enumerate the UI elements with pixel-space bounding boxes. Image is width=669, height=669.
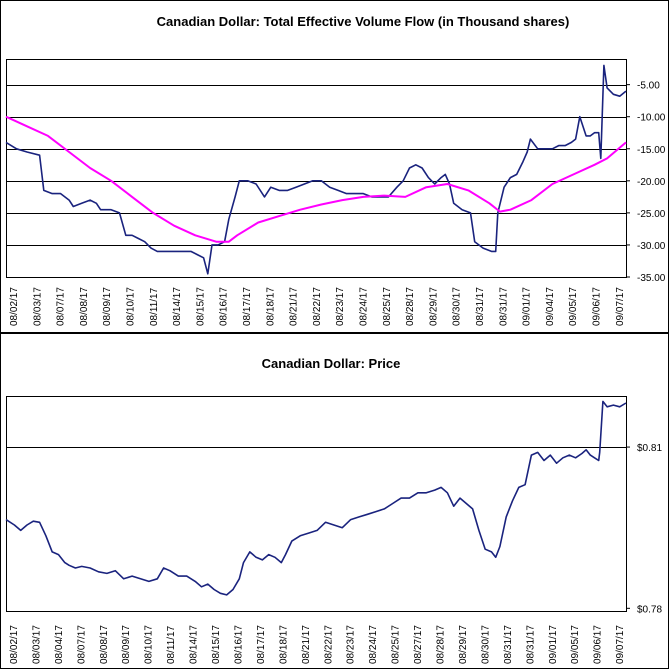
volume-flow-x-tick-label: 08/15/17 bbox=[195, 287, 206, 326]
price-x-tick-label: 08/28/17 bbox=[436, 625, 447, 664]
volume-flow-y-tick-label: -30.00 bbox=[637, 241, 666, 252]
price-x-tick-label: 08/16/17 bbox=[234, 625, 245, 664]
volume-flow-series-group bbox=[5, 64, 627, 275]
price-x-tick-label: 08/30/17 bbox=[480, 625, 491, 664]
volume-flow-x-tick-label: 08/10/17 bbox=[126, 287, 137, 326]
price-title: Canadian Dollar: Price bbox=[262, 356, 401, 371]
price-plot-area bbox=[6, 396, 627, 612]
price-x-tick-label: 08/03/17 bbox=[31, 625, 42, 664]
volume-flow-plot-area bbox=[6, 59, 627, 278]
volume-flow-y-tick-label: -15.00 bbox=[637, 145, 666, 156]
volume-flow-x-tick-label: 08/09/17 bbox=[102, 287, 113, 326]
volume-flow-x-tick-label: 08/08/17 bbox=[79, 287, 90, 326]
price-x-tick-label: 08/27/17 bbox=[413, 625, 424, 664]
volume-flow-x-tick-label: 09/04/17 bbox=[545, 287, 556, 326]
volume-flow-y-tick-label: -35.00 bbox=[637, 273, 666, 284]
volume-flow-x-tick-label: 08/11/17 bbox=[149, 287, 160, 326]
volume-flow-x-axis: 08/02/17 08/03/17 08/07/17 08/08/17 08/09/17… bbox=[9, 287, 626, 326]
volume-flow-title: Canadian Dollar: Total Effective Volume … bbox=[157, 14, 570, 29]
price-y-axis: $0.81 $0.78 bbox=[626, 443, 662, 615]
volume-flow-x-tick-label: 09/05/17 bbox=[568, 287, 579, 326]
volume-flow-x-tick-label: 08/22/17 bbox=[312, 287, 323, 326]
price-x-tick-label: 08/23/17 bbox=[346, 625, 357, 664]
price-y-tick-label: $0.78 bbox=[637, 604, 662, 615]
volume-flow-moving-average-line bbox=[5, 115, 627, 243]
price-x-tick-label: 08/04/17 bbox=[54, 625, 65, 664]
volume-flow-panel: Canadian Dollar: Total Effective Volume … bbox=[5, 14, 666, 326]
price-x-tick-label: 08/07/17 bbox=[76, 625, 87, 664]
price-x-tick-label: 08/29/17 bbox=[458, 625, 469, 664]
price-x-tick-label: 08/08/17 bbox=[99, 625, 110, 664]
volume-flow-y-tick-label: -20.00 bbox=[637, 177, 666, 188]
volume-flow-x-tick-label: 08/16/17 bbox=[219, 287, 230, 326]
volume-flow-x-tick-label: 08/31/17 bbox=[498, 287, 509, 326]
volume-flow-x-tick-label: 08/24/17 bbox=[359, 287, 370, 326]
volume-flow-x-tick-label: 08/28/17 bbox=[405, 287, 416, 326]
volume-flow-y-tick-label: -5.00 bbox=[637, 81, 660, 92]
volume-flow-x-tick-label: 08/18/17 bbox=[265, 287, 276, 326]
price-x-tick-label: 09/01/17 bbox=[548, 625, 559, 664]
volume-flow-y-axis: -5.00 -10.00 -15.00 -20.00 -25.00 -30.00 -35.0… bbox=[626, 81, 666, 284]
price-x-tick-label: 08/02/17 bbox=[9, 625, 20, 664]
price-x-tick-label: 08/18/17 bbox=[278, 625, 289, 664]
volume-flow-x-tick-label: 08/14/17 bbox=[172, 287, 183, 326]
volume-flow-x-tick-label: 08/30/17 bbox=[452, 287, 463, 326]
volume-flow-x-tick-label: 08/31/17 bbox=[475, 287, 486, 326]
price-x-tick-label: 08/17/17 bbox=[256, 625, 267, 664]
price-x-tick-label: 09/05/17 bbox=[570, 625, 581, 664]
volume-flow-x-tick-label: 09/07/17 bbox=[615, 287, 626, 326]
volume-flow-y-tick-label: -25.00 bbox=[637, 209, 666, 220]
volume-flow-x-tick-label: 08/03/17 bbox=[32, 287, 43, 326]
price-x-tick-label: 08/10/17 bbox=[144, 625, 155, 664]
volume-flow-y-tick-label: -10.00 bbox=[637, 113, 666, 124]
volume-flow-series-line bbox=[5, 64, 627, 275]
volume-flow-x-tick-label: 08/17/17 bbox=[242, 287, 253, 326]
price-x-axis: 08/02/17 08/03/17 08/04/17 08/07/17 08/08/17… bbox=[9, 625, 626, 664]
volume-flow-x-tick-label: 08/23/17 bbox=[335, 287, 346, 326]
price-series-line bbox=[5, 400, 627, 596]
price-x-tick-label: 08/14/17 bbox=[189, 625, 200, 664]
price-x-tick-label: 09/07/17 bbox=[615, 625, 626, 664]
price-x-tick-label: 08/15/17 bbox=[211, 625, 222, 664]
price-x-tick-label: 08/09/17 bbox=[121, 625, 132, 664]
price-y-tick-label: $0.81 bbox=[637, 443, 662, 454]
volume-flow-x-tick-label: 08/25/17 bbox=[382, 287, 393, 326]
volume-flow-x-tick-label: 08/21/17 bbox=[289, 287, 300, 326]
price-x-tick-label: 08/31/17 bbox=[503, 625, 514, 664]
price-x-tick-label: 08/24/17 bbox=[368, 625, 379, 664]
price-x-tick-label: 08/22/17 bbox=[323, 625, 334, 664]
price-panel: Canadian Dollar: Price $0.81 $0.78 08/02/… bbox=[5, 356, 662, 664]
volume-flow-x-tick-label: 08/02/17 bbox=[9, 287, 20, 326]
volume-flow-x-tick-label: 08/29/17 bbox=[428, 287, 439, 326]
volume-flow-x-tick-label: 08/07/17 bbox=[56, 287, 67, 326]
price-x-tick-label: 08/11/17 bbox=[166, 625, 177, 664]
price-x-tick-label: 09/06/17 bbox=[593, 625, 604, 664]
volume-flow-x-tick-label: 09/06/17 bbox=[592, 287, 603, 326]
price-series-group bbox=[5, 400, 627, 596]
price-x-tick-label: 08/25/17 bbox=[391, 625, 402, 664]
volume-flow-x-tick-label: 09/01/17 bbox=[522, 287, 533, 326]
price-x-tick-label: 08/31/17 bbox=[525, 625, 536, 664]
price-x-tick-label: 08/21/17 bbox=[301, 625, 312, 664]
